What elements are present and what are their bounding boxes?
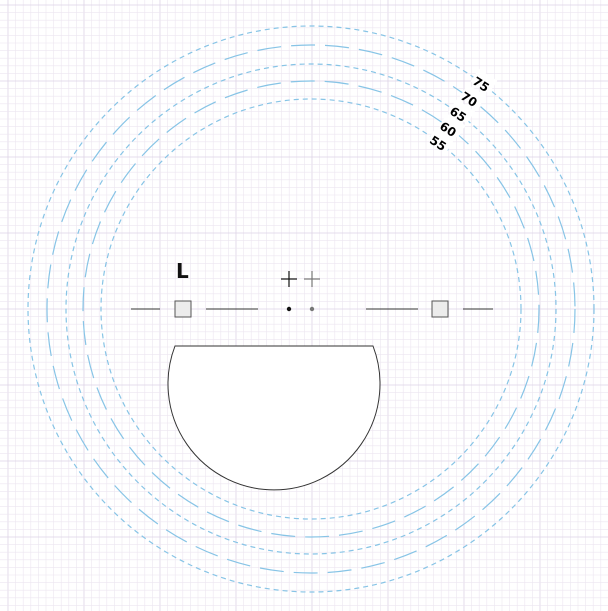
ring-70 <box>46 44 576 574</box>
ring-labels: 55 60 65 70 75 <box>427 68 498 154</box>
dimension-rings <box>27 25 595 593</box>
ring-60 <box>82 80 540 538</box>
ring-55 <box>100 98 522 520</box>
crosshair-icon[interactable] <box>304 271 320 287</box>
right-square-marker[interactable] <box>431 300 449 318</box>
center-dot-gray <box>309 306 315 312</box>
left-square-marker[interactable] <box>174 300 192 318</box>
side-label: L <box>176 259 189 283</box>
center-dot-black <box>286 306 292 312</box>
basin-shape[interactable] <box>167 345 381 491</box>
center-axis <box>131 300 493 318</box>
crosshair-icon[interactable] <box>281 271 297 287</box>
ring-65 <box>65 63 557 555</box>
ring-75 <box>27 25 595 593</box>
